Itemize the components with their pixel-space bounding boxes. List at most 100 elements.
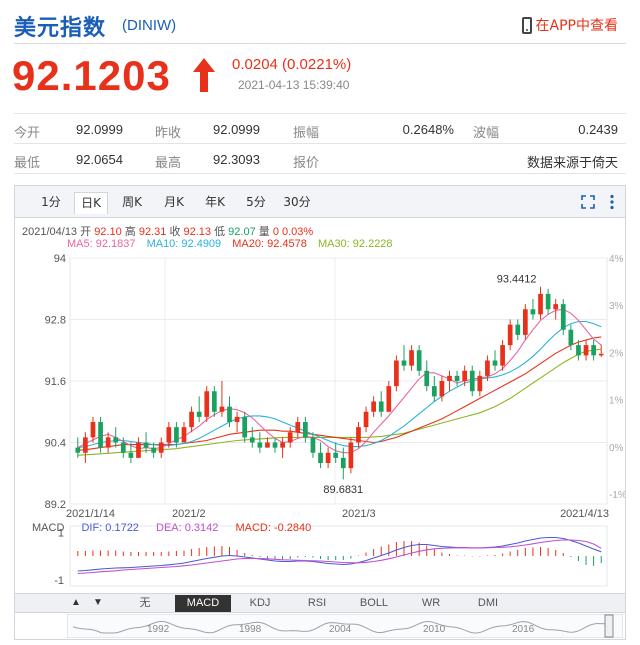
candle-body bbox=[318, 452, 323, 463]
macd-legend: MACD DIF: 0.1722 DEA: 0.3142 MACD: -0.28… bbox=[32, 522, 325, 534]
macd-title: MACD bbox=[32, 522, 65, 534]
macd-frame bbox=[69, 525, 608, 587]
indicator-boll[interactable]: BOLL bbox=[359, 597, 389, 609]
ohlc-pct: 0.03% bbox=[282, 226, 314, 238]
tab-daily[interactable]: 日K bbox=[74, 192, 108, 214]
ohlc-vol-label: 量 bbox=[258, 226, 270, 238]
ohlc-high: 92.31 bbox=[138, 226, 167, 238]
candle-body bbox=[469, 370, 475, 392]
x-tick-label: 2021/1/14 bbox=[66, 508, 115, 520]
chart-panel: 1分 日K 周K 月K 年K 5分 30分 2021/04/13 开 92.10… bbox=[14, 185, 626, 640]
candle-body bbox=[462, 370, 468, 381]
open-value: 92.0999 bbox=[76, 122, 123, 137]
time-navigator[interactable]: 1992 1998 2004 2010 2016 bbox=[67, 614, 623, 638]
scroll-down-button[interactable]: ▼ bbox=[93, 597, 103, 608]
navigator-line bbox=[72, 620, 614, 634]
ma5-value: MA5: 92.1837 bbox=[67, 238, 136, 250]
candle-body bbox=[401, 360, 407, 366]
indicator-rsi[interactable]: RSI bbox=[307, 597, 327, 609]
candle-body bbox=[591, 345, 596, 356]
open-in-app-label: 在APP中查看 bbox=[535, 18, 618, 34]
ohlc-close-label: 收 bbox=[169, 226, 181, 238]
x-tick-label: 2021/2 bbox=[172, 508, 206, 520]
x-tick-label: 2021/4/13 bbox=[560, 508, 609, 520]
amplitude-label: 振幅 bbox=[293, 125, 320, 140]
candle-body bbox=[545, 293, 551, 310]
candle-body bbox=[454, 375, 460, 381]
candle-body bbox=[409, 350, 414, 366]
indicator-dmi[interactable]: DMI bbox=[477, 597, 499, 609]
pct-tick-label: 0% bbox=[609, 443, 624, 454]
arrow-up-icon bbox=[193, 58, 215, 92]
navigator-year: 1992 bbox=[147, 624, 170, 635]
candle-body bbox=[598, 353, 604, 356]
scroll-up-button[interactable]: ▲ bbox=[71, 597, 81, 608]
candle-body bbox=[447, 375, 452, 381]
pct-tick-label: 4% bbox=[609, 254, 624, 265]
indicator-none[interactable]: 无 bbox=[139, 597, 151, 609]
x-tick-label: 2021/3 bbox=[342, 508, 376, 520]
candle-body bbox=[272, 442, 278, 448]
macd-value: MACD: -0.2840 bbox=[235, 522, 312, 534]
open-in-app-link[interactable]: 在APP中查看 bbox=[521, 15, 618, 35]
tab-yearly[interactable]: 年K bbox=[205, 195, 225, 209]
ma5-line bbox=[77, 308, 602, 454]
more-options-icon[interactable] bbox=[609, 194, 615, 210]
tab-weekly[interactable]: 周K bbox=[122, 195, 142, 209]
candle-body bbox=[227, 406, 232, 422]
ma10-line bbox=[77, 320, 602, 449]
stats-table: 今开 92.0999 昨收 92.0999 振幅 0.2648% 波幅 0.24… bbox=[14, 113, 626, 174]
indicator-macd[interactable]: MACD bbox=[175, 595, 231, 612]
indicator-wr[interactable]: WR bbox=[421, 597, 441, 609]
candle-body bbox=[204, 391, 210, 417]
candle-body bbox=[98, 422, 103, 448]
tab-monthly[interactable]: 月K bbox=[164, 195, 184, 209]
y-tick-label: 92.8 bbox=[45, 315, 66, 327]
macd-tick-label: -1 bbox=[54, 575, 64, 587]
low-value: 92.0654 bbox=[76, 152, 123, 167]
quote-timestamp: 2021-04-13 15:39:40 bbox=[238, 78, 350, 92]
ohlc-readout: 2021/04/13 开 92.10 高 92.31 收 92.13 低 92.… bbox=[22, 223, 313, 239]
fullscreen-icon[interactable] bbox=[581, 195, 595, 209]
high-label: 最高 bbox=[155, 155, 182, 170]
pct-tick-label: 2% bbox=[609, 348, 624, 359]
data-source: 数据来源于倚天 bbox=[526, 155, 618, 170]
candle-body bbox=[219, 406, 225, 412]
candle-body bbox=[242, 416, 248, 438]
candle-body bbox=[120, 442, 126, 453]
candle-body bbox=[560, 304, 566, 330]
candle-body bbox=[196, 411, 202, 417]
candle-body bbox=[143, 442, 149, 448]
ma10-value: MA10: 92.4909 bbox=[146, 238, 222, 250]
low-label: 最低 bbox=[14, 155, 41, 170]
candle-body bbox=[158, 442, 164, 453]
navigator-year: 2004 bbox=[329, 624, 352, 635]
pct-tick-label: 3% bbox=[609, 301, 624, 312]
candle-body bbox=[424, 370, 430, 387]
stats-row: 今开 92.0999 昨收 92.0999 振幅 0.2648% 波幅 0.24… bbox=[14, 114, 626, 144]
amplitude-value: 0.2648% bbox=[402, 122, 454, 137]
ohlc-close: 92.13 bbox=[183, 226, 212, 238]
quote-label: 报价 bbox=[293, 155, 320, 170]
symbol-code: (DINIW) bbox=[122, 17, 177, 34]
high-annotation: 93.4412 bbox=[497, 274, 537, 286]
open-label: 今开 bbox=[14, 125, 41, 140]
candle-body bbox=[234, 416, 240, 422]
candle-body bbox=[287, 432, 293, 443]
candle-body bbox=[492, 360, 498, 366]
y-tick-label: 90.4 bbox=[45, 438, 66, 450]
candle-body bbox=[189, 411, 194, 428]
candle-body bbox=[257, 442, 263, 448]
kline-chart[interactable]: 94 92.8 91.6 90.4 89.2 4% 3% 2% 1% 0% -1% 93.4412 89… bbox=[15, 248, 625, 593]
high-value: 92.3093 bbox=[213, 152, 260, 167]
tab-1min[interactable]: 1分 bbox=[41, 195, 61, 209]
candle-body bbox=[356, 427, 361, 443]
indicator-kdj[interactable]: KDJ bbox=[249, 597, 271, 609]
pct-tick-label: -1% bbox=[609, 490, 625, 501]
dea-value: DEA: 0.3142 bbox=[156, 522, 219, 534]
tab-30min[interactable]: 30分 bbox=[283, 195, 311, 209]
ma20-line bbox=[77, 336, 602, 451]
candle-body bbox=[439, 381, 445, 397]
tab-5min[interactable]: 5分 bbox=[246, 195, 266, 209]
ohlc-date: 2021/04/13 bbox=[22, 226, 78, 238]
